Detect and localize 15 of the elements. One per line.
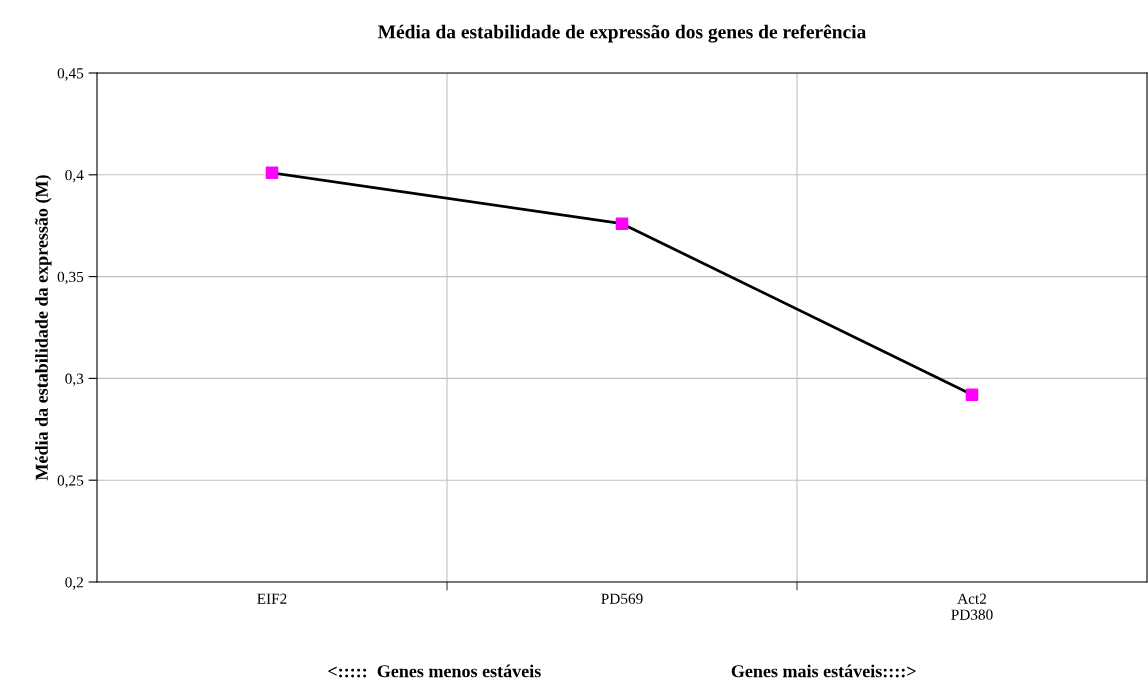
y-tick-label: 0,25 bbox=[57, 475, 84, 488]
y-tick-label: 0,35 bbox=[57, 271, 84, 285]
x-tick-label: PD569 bbox=[601, 593, 643, 604]
y-tick-label: 0,4 bbox=[65, 169, 84, 183]
point bbox=[615, 217, 629, 230]
x-tick-label: EIF2 bbox=[257, 593, 287, 604]
y-tick-label: 0,45 bbox=[57, 68, 84, 81]
y-tick-label: 0,3 bbox=[65, 373, 84, 387]
y-tick-label: 0,2 bbox=[65, 577, 83, 590]
y-axis-title: Média da estabilidade da expressão (M) bbox=[35, 175, 52, 481]
point bbox=[965, 388, 979, 401]
x-axis-title: <::::: Genes menos estáveis Genes mais estáveis::::> bbox=[328, 664, 916, 678]
chart-title: Média da estabilidade de expressão dos genes de referência bbox=[378, 24, 867, 43]
x-tick-label: Act2 PD380 bbox=[951, 593, 993, 620]
point bbox=[265, 166, 279, 180]
